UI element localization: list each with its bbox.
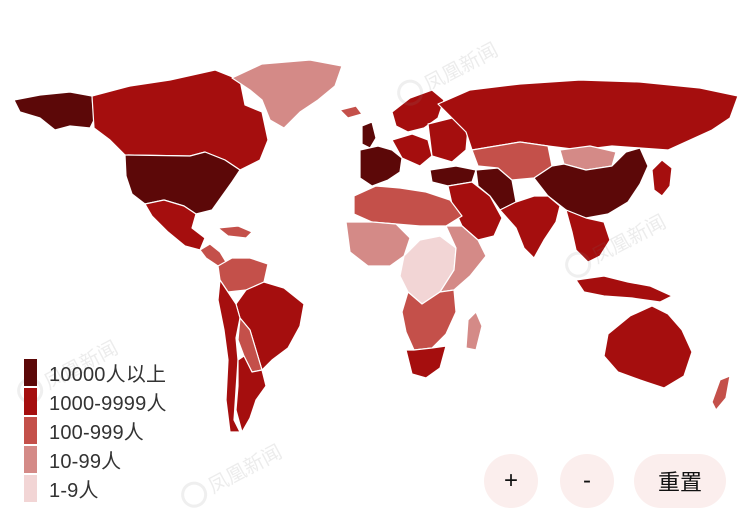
- legend-item: 100-999人: [24, 416, 167, 445]
- region-australia[interactable]: [603, 305, 693, 389]
- region-new-zealand[interactable]: [711, 375, 731, 411]
- region-mexico[interactable]: [144, 199, 206, 251]
- region-east-africa[interactable]: [439, 225, 487, 293]
- map-legend: 10000人以上 1000-9999人 100-999人 10-99人 1-9人: [24, 358, 167, 503]
- legend-swatch: [24, 417, 37, 444]
- region-indonesia[interactable]: [575, 275, 673, 303]
- region-south-africa[interactable]: [405, 345, 447, 379]
- legend-label: 10000人以上: [49, 364, 167, 386]
- zoom-out-button[interactable]: -: [560, 454, 614, 508]
- region-west-africa[interactable]: [345, 221, 411, 267]
- region-korea-japan[interactable]: [651, 159, 673, 197]
- region-north-africa[interactable]: [353, 185, 463, 227]
- region-south-asia[interactable]: [499, 195, 561, 259]
- legend-item: 1000-9999人: [24, 387, 167, 416]
- region-caribbean[interactable]: [217, 225, 253, 239]
- region-western-europe[interactable]: [359, 145, 403, 187]
- legend-swatch: [24, 475, 37, 502]
- legend-label: 1000-9999人: [49, 393, 167, 415]
- region-iceland[interactable]: [339, 105, 363, 119]
- region-central-america[interactable]: [199, 243, 227, 267]
- region-uk-ireland[interactable]: [361, 121, 377, 149]
- region-usa[interactable]: [124, 151, 241, 215]
- legend-swatch: [24, 359, 37, 386]
- legend-label: 1-9人: [49, 480, 99, 502]
- region-southeast-asia[interactable]: [565, 209, 611, 263]
- zoom-in-button[interactable]: +: [484, 454, 538, 508]
- legend-item: 1-9人: [24, 474, 167, 503]
- region-argentina[interactable]: [235, 355, 267, 433]
- region-scandinavia[interactable]: [391, 89, 445, 133]
- legend-label: 10-99人: [49, 451, 122, 473]
- region-madagascar[interactable]: [465, 311, 483, 351]
- legend-swatch: [24, 446, 37, 473]
- region-peru-chile[interactable]: [217, 279, 241, 433]
- region-russia[interactable]: [437, 79, 739, 151]
- legend-item: 10000人以上: [24, 358, 167, 387]
- reset-button[interactable]: 重置: [634, 454, 726, 508]
- region-canada[interactable]: [91, 69, 269, 171]
- region-greenland[interactable]: [231, 59, 343, 129]
- legend-swatch: [24, 388, 37, 415]
- legend-label: 100-999人: [49, 422, 144, 444]
- region-alaska[interactable]: [13, 91, 95, 131]
- region-southern-africa[interactable]: [401, 289, 457, 351]
- legend-item: 10-99人: [24, 445, 167, 474]
